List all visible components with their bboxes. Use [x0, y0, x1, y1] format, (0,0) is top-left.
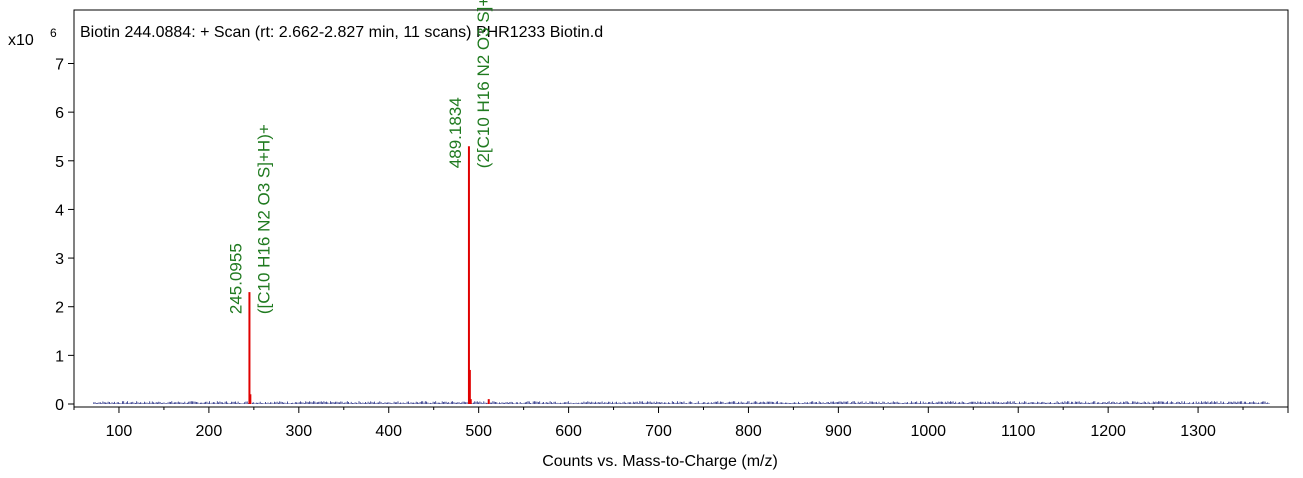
x-tick-label: 1100 [1001, 423, 1036, 440]
x-tick-label: 800 [735, 423, 762, 440]
plot-frame [73, 9, 1289, 408]
y-axis: 0 1 2 3 4 5 6 7 [55, 57, 74, 414]
y-tick-label: 3 [55, 251, 64, 268]
peak-mass-label: 489.1834 [446, 97, 465, 168]
x-tick-label: 200 [196, 423, 223, 440]
x-tick-label: 1000 [910, 423, 946, 440]
x-tick-label: 400 [375, 423, 402, 440]
x-tick-label: 600 [555, 423, 582, 440]
y-multiplier-exponent: 6 [50, 26, 57, 40]
peak-formula-label: ([C10 H16 N2 O3 S]+H)+ [254, 124, 273, 314]
peak-mass-label: 245.0955 [226, 243, 245, 314]
y-tick-label: 4 [55, 202, 64, 219]
peak-formula-label: (2[C10 H16 N2 O3 S]+H)+ [474, 0, 493, 168]
x-tick-label: 100 [106, 423, 133, 440]
y-tick-label: 7 [55, 57, 64, 74]
y-tick-label: 5 [55, 154, 64, 171]
x-tick-label: 900 [825, 423, 852, 440]
peak-annotations: 245.0955 ([C10 H16 N2 O3 S]+H)+ 489.1834 (2… [226, 0, 492, 314]
y-tick-label: 0 [55, 397, 64, 414]
x-tick-label: 300 [285, 423, 312, 440]
chart-title: Biotin 244.0884: + Scan (rt: 2.662-2.827… [80, 24, 603, 41]
x-tick-label: 700 [645, 423, 672, 440]
x-axis: 100 200 300 400 500 600 700 800 900 1000 1100 1200 1… [73, 407, 1289, 440]
x-tick-label: 1300 [1180, 423, 1216, 440]
noise-trace [93, 401, 1270, 404]
baseline-noise [93, 401, 1270, 404]
x-axis-label: Counts vs. Mass-to-Charge (m/z) [542, 453, 778, 470]
y-tick-label: 6 [55, 105, 64, 122]
x-tick-label: 1200 [1090, 423, 1126, 440]
y-multiplier-base: x10 [8, 32, 34, 49]
peaks-layer [248, 146, 490, 404]
y-tick-label: 1 [55, 348, 64, 365]
x-tick-label: 500 [465, 423, 492, 440]
y-tick-label: 2 [55, 300, 64, 317]
